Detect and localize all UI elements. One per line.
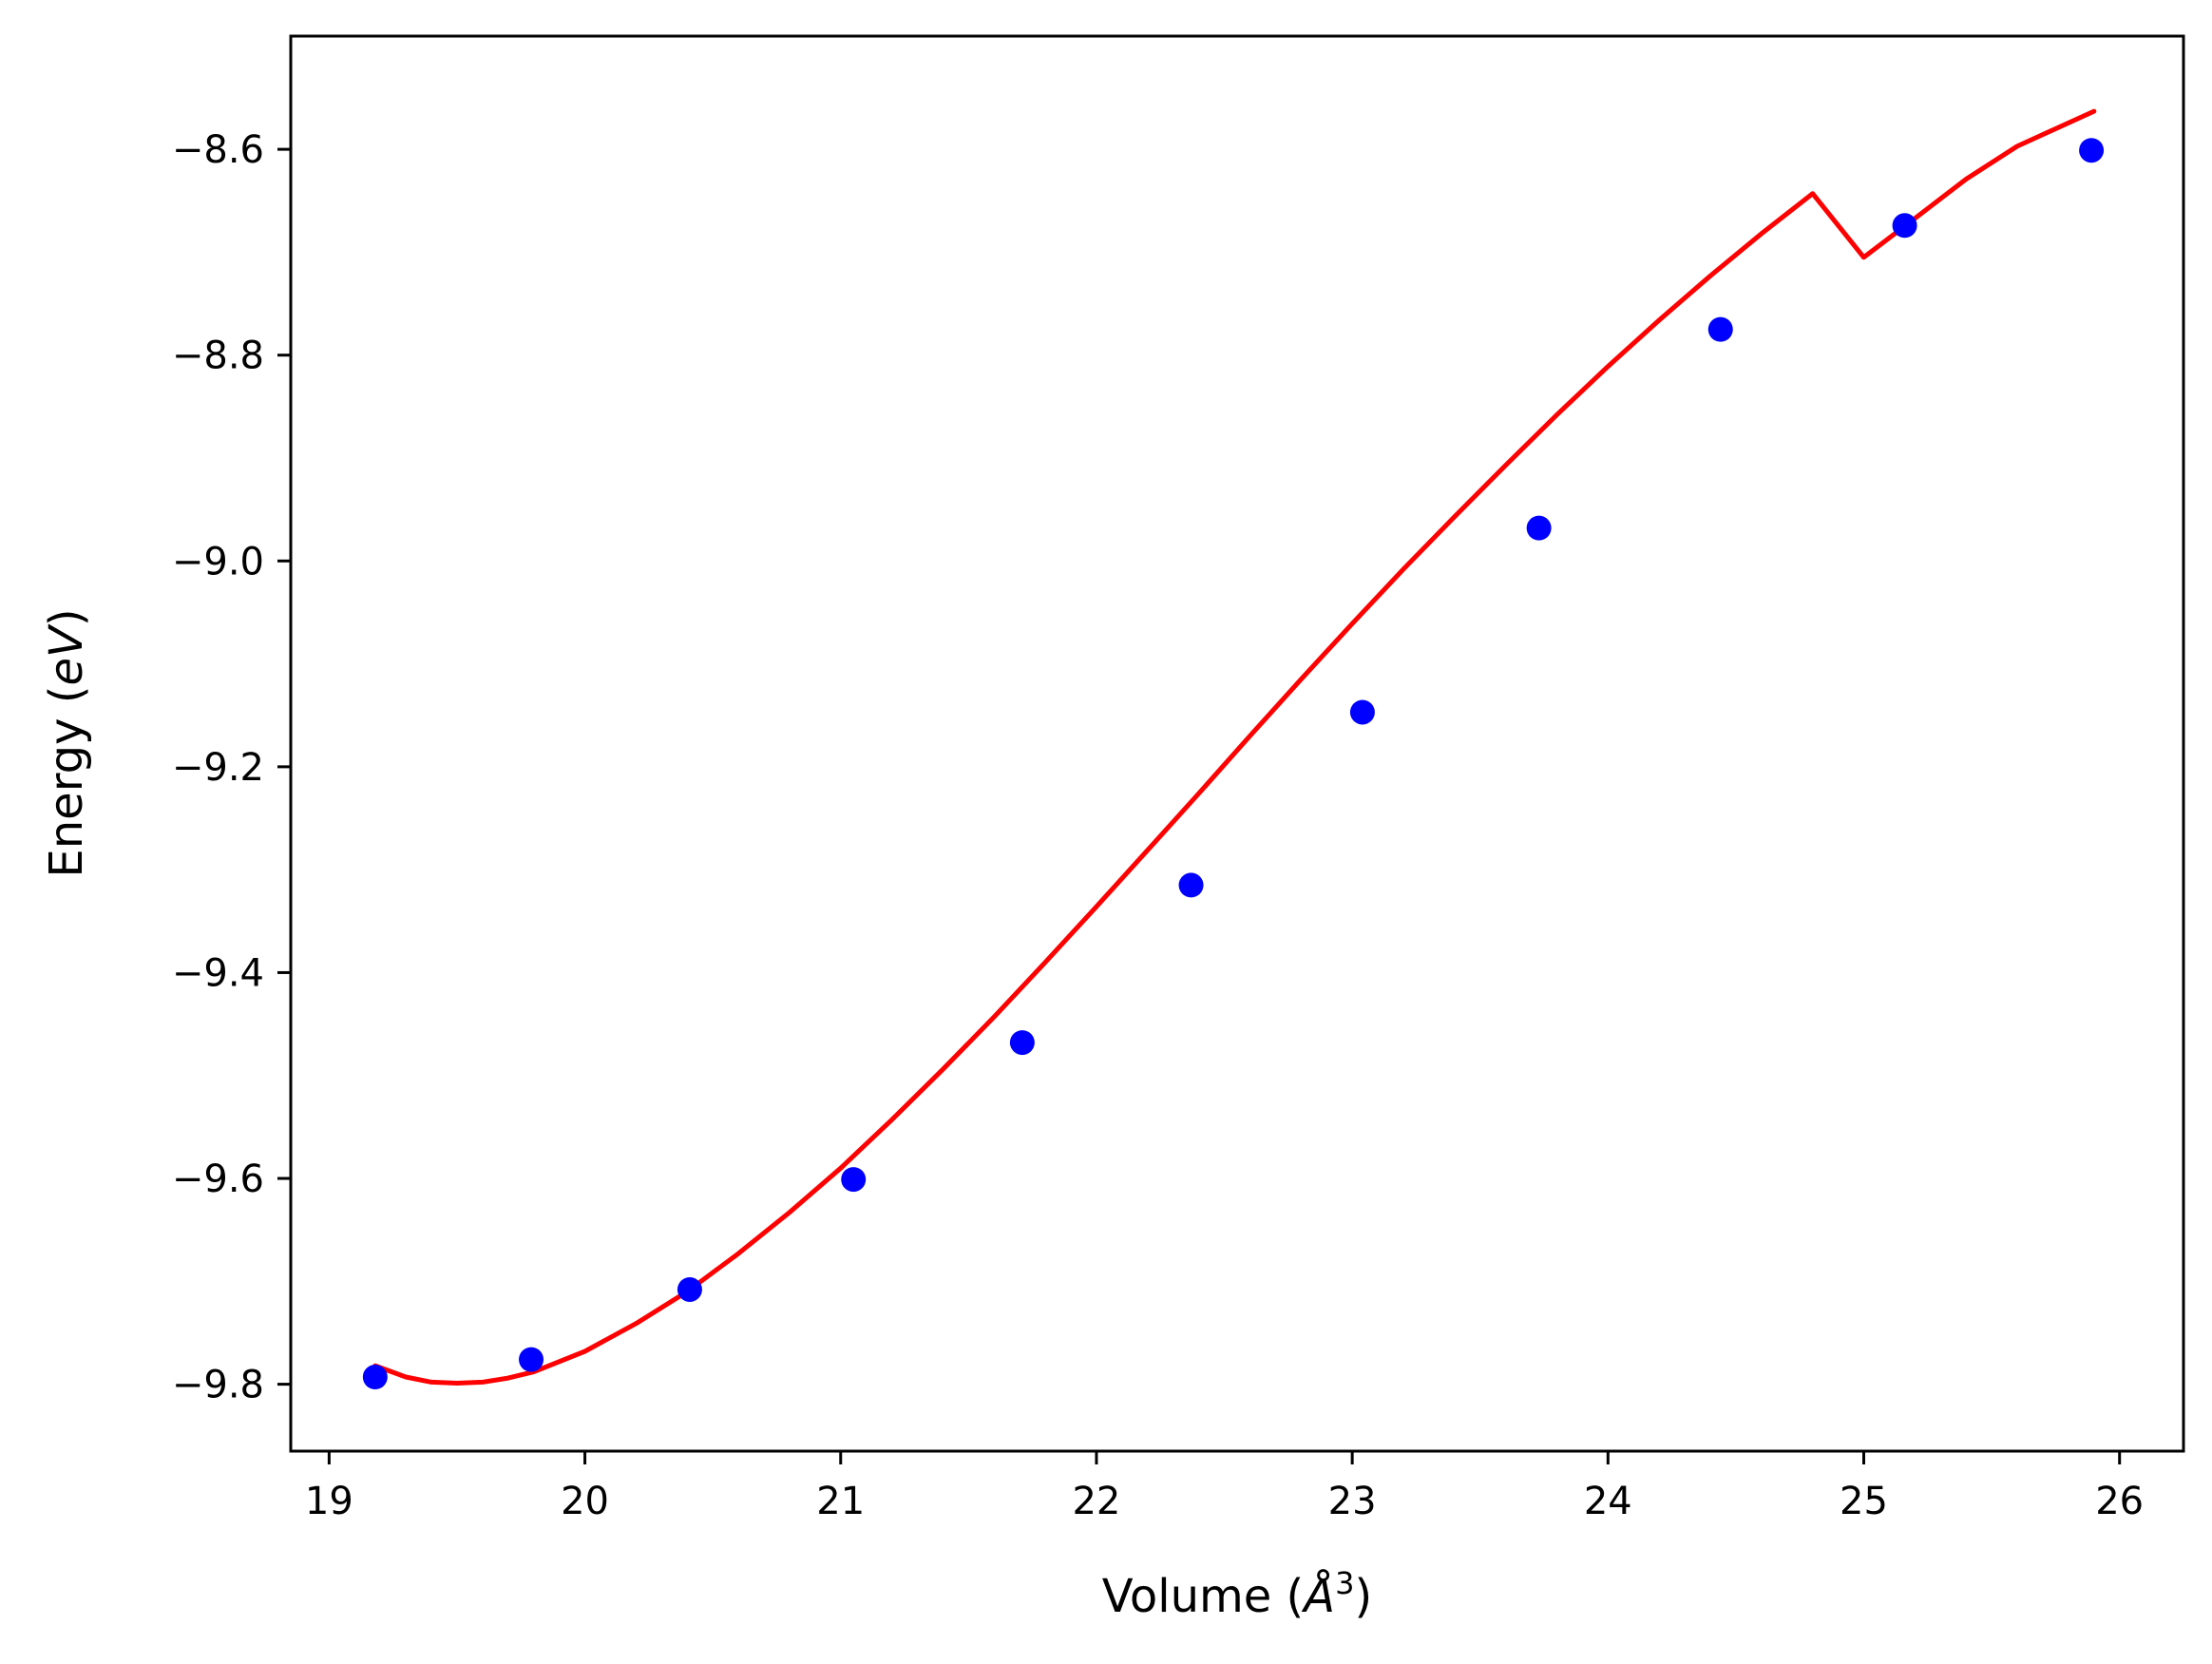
- x-tick-label: 19: [305, 1480, 353, 1523]
- y-axis-label: Energy (eV): [40, 608, 93, 877]
- data-point: [1893, 213, 1917, 238]
- data-point: [1708, 317, 1733, 342]
- data-point: [1527, 516, 1552, 541]
- y-tick-label: −9.4: [172, 951, 264, 995]
- x-tick-label: 21: [816, 1480, 865, 1523]
- x-axis-label: Volume (Å3): [1102, 1565, 1372, 1623]
- y-tick-label: −8.6: [172, 128, 264, 172]
- data-point: [2079, 138, 2104, 163]
- data-point: [1179, 872, 1204, 897]
- data-point: [1010, 1030, 1035, 1055]
- x-tick-label: 24: [1584, 1480, 1632, 1523]
- x-tick-label: 22: [1072, 1480, 1120, 1523]
- y-tick-label: −8.8: [172, 335, 264, 378]
- y-tick-label: −9.0: [172, 540, 264, 583]
- y-tick-label: −9.8: [172, 1364, 264, 1407]
- x-tick-label: 23: [1328, 1480, 1377, 1523]
- data-point: [1350, 699, 1375, 724]
- data-point: [677, 1277, 702, 1302]
- x-tick-label: 26: [2095, 1480, 2144, 1523]
- y-tick-label: −9.2: [172, 746, 264, 790]
- y-tick-label: −9.6: [172, 1157, 264, 1201]
- x-tick-label: 25: [1840, 1480, 1888, 1523]
- x-tick-label: 20: [561, 1480, 609, 1523]
- data-point: [841, 1167, 866, 1192]
- data-point: [519, 1348, 543, 1372]
- data-point: [363, 1365, 388, 1389]
